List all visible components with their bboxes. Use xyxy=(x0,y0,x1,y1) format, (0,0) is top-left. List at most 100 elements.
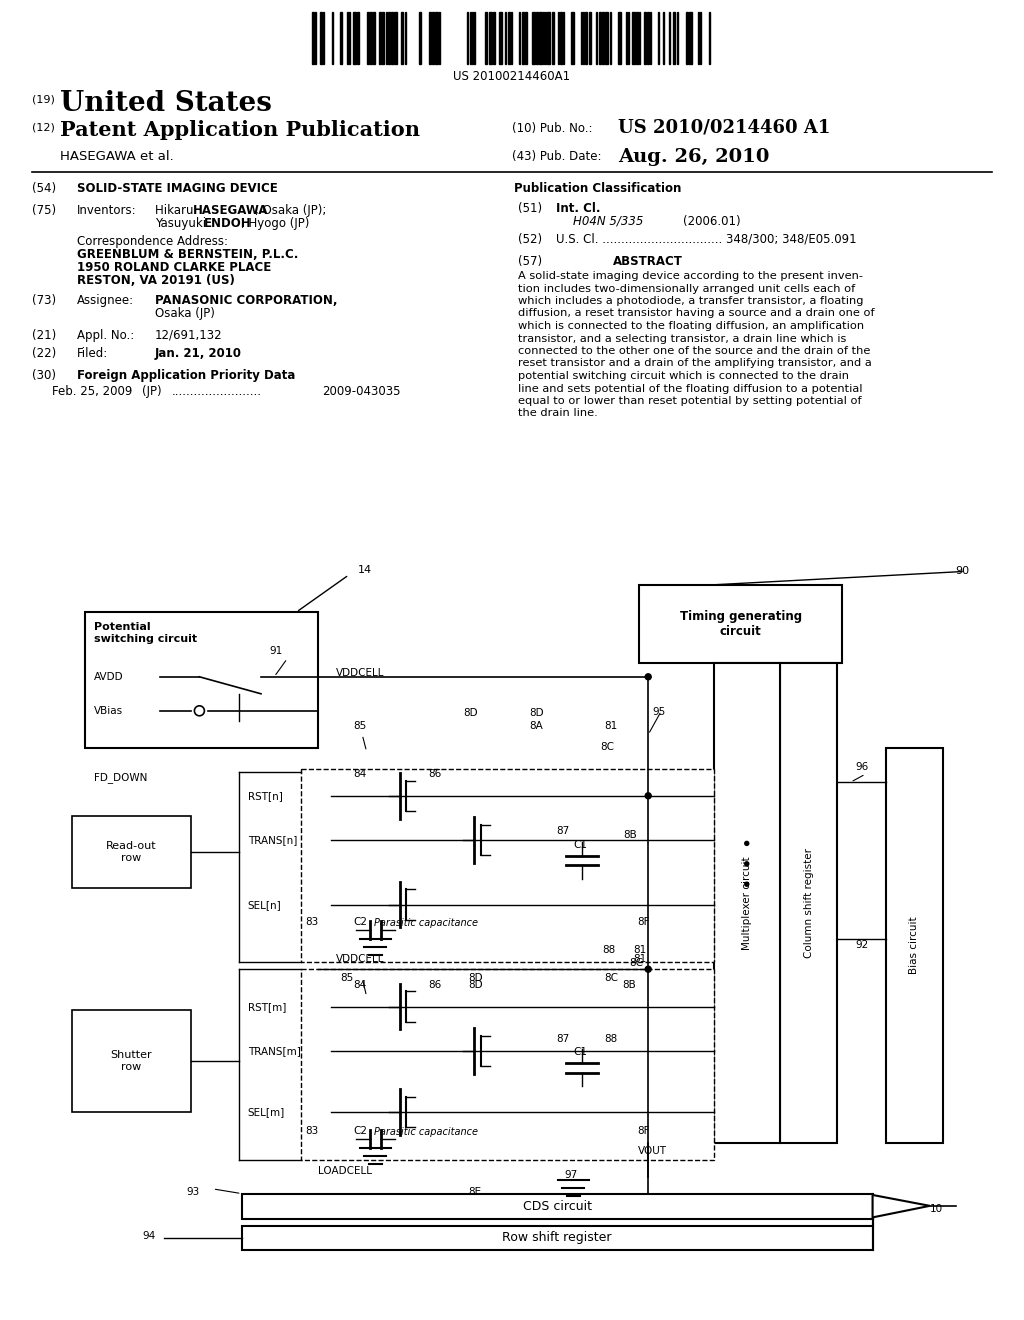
Bar xyxy=(85,612,318,748)
Text: 81: 81 xyxy=(633,945,646,956)
Text: Jan. 21, 2010: Jan. 21, 2010 xyxy=(155,347,242,360)
Text: 1950 ROLAND CLARKE PLACE: 1950 ROLAND CLARKE PLACE xyxy=(77,261,271,275)
Text: AVDD: AVDD xyxy=(94,672,124,682)
Text: the drain line.: the drain line. xyxy=(518,408,598,418)
Text: Filed:: Filed: xyxy=(77,347,109,360)
Text: Row shift register: Row shift register xyxy=(503,1232,612,1245)
Text: 85: 85 xyxy=(353,721,367,731)
Text: ENDOH: ENDOH xyxy=(204,216,252,230)
Text: VBias: VBias xyxy=(94,706,123,715)
Text: (10) Pub. No.:: (10) Pub. No.: xyxy=(512,121,593,135)
Bar xyxy=(485,12,487,63)
Text: equal to or lower than reset potential by setting potential of: equal to or lower than reset potential b… xyxy=(518,396,861,407)
Text: 84: 84 xyxy=(353,979,367,990)
Text: , Osaka (JP);: , Osaka (JP); xyxy=(255,205,327,216)
Circle shape xyxy=(744,882,749,886)
Bar xyxy=(602,12,604,63)
Bar xyxy=(242,1225,872,1250)
Text: FD_DOWN: FD_DOWN xyxy=(94,772,147,783)
Text: 8D: 8D xyxy=(468,973,482,982)
Text: 92: 92 xyxy=(855,940,868,950)
Bar xyxy=(382,12,384,63)
Text: 8B: 8B xyxy=(622,979,636,990)
Text: Multiplexer circuit: Multiplexer circuit xyxy=(742,857,753,949)
Text: SEL[n]: SEL[n] xyxy=(248,900,282,909)
Text: (43) Pub. Date:: (43) Pub. Date: xyxy=(512,150,601,162)
Bar xyxy=(419,12,421,63)
Text: Patent Application Publication: Patent Application Publication xyxy=(60,120,420,140)
Text: 97: 97 xyxy=(564,1170,578,1180)
Text: 14: 14 xyxy=(357,565,372,576)
Text: 8C: 8C xyxy=(629,957,643,968)
Text: ABSTRACT: ABSTRACT xyxy=(613,255,683,268)
Bar xyxy=(618,12,621,63)
Bar xyxy=(435,12,438,63)
Text: (54): (54) xyxy=(32,182,56,195)
Text: (51): (51) xyxy=(518,202,542,215)
Bar xyxy=(552,12,554,63)
Text: H04N 5/335: H04N 5/335 xyxy=(573,215,643,228)
Text: 90: 90 xyxy=(955,566,970,577)
Text: 84: 84 xyxy=(353,768,367,779)
Text: (12): (12) xyxy=(32,121,55,132)
Bar xyxy=(647,12,649,63)
Bar xyxy=(780,663,838,1143)
Text: PANASONIC CORPORATION,: PANASONIC CORPORATION, xyxy=(155,294,338,308)
Text: 81: 81 xyxy=(633,954,646,965)
Text: (21): (21) xyxy=(32,329,56,342)
Text: (JP): (JP) xyxy=(142,385,162,399)
Bar xyxy=(499,12,502,63)
Bar xyxy=(522,12,524,63)
Text: Appl. No.:: Appl. No.: xyxy=(77,329,134,342)
Text: Column shift register: Column shift register xyxy=(804,847,814,958)
Text: (22): (22) xyxy=(32,347,56,360)
Bar xyxy=(353,12,356,63)
Circle shape xyxy=(744,841,749,845)
Text: A solid-state imaging device according to the present inven-: A solid-state imaging device according t… xyxy=(518,271,863,281)
Text: 8D: 8D xyxy=(468,979,482,990)
Text: U.S. Cl. ................................ 348/300; 348/E05.091: U.S. Cl. ...............................… xyxy=(556,234,857,246)
Text: potential switching circuit which is connected to the drain: potential switching circuit which is con… xyxy=(518,371,849,381)
Text: reset transistor and a drain of the amplifying transistor, and a: reset transistor and a drain of the ampl… xyxy=(518,359,871,368)
Bar xyxy=(605,12,608,63)
Text: line and sets potential of the floating diffusion to a potential: line and sets potential of the floating … xyxy=(518,384,862,393)
Text: 12/691,132: 12/691,132 xyxy=(155,329,222,342)
Text: Shutter
row: Shutter row xyxy=(111,1051,152,1072)
Bar xyxy=(394,12,397,63)
Text: transistor, and a selecting transistor, a drain line which is: transistor, and a selecting transistor, … xyxy=(518,334,847,343)
Text: 96: 96 xyxy=(855,762,868,772)
Bar xyxy=(639,585,842,663)
Text: C2: C2 xyxy=(353,917,368,927)
Bar xyxy=(72,816,190,887)
Text: 86: 86 xyxy=(428,979,441,990)
Bar xyxy=(673,12,675,63)
Bar xyxy=(312,12,314,63)
Text: Aug. 26, 2010: Aug. 26, 2010 xyxy=(618,148,769,166)
Text: which is connected to the floating diffusion, an amplification: which is connected to the floating diffu… xyxy=(518,321,864,331)
Text: HASEGAWA: HASEGAWA xyxy=(193,205,268,216)
Text: Inventors:: Inventors: xyxy=(77,205,136,216)
Bar xyxy=(585,12,587,63)
Bar xyxy=(72,1010,190,1111)
Text: (57): (57) xyxy=(518,255,542,268)
Text: Foreign Application Priority Data: Foreign Application Priority Data xyxy=(77,370,295,381)
Text: Parasitic capacitance: Parasitic capacitance xyxy=(374,1127,477,1137)
Bar xyxy=(589,12,591,63)
Bar xyxy=(686,12,688,63)
Bar xyxy=(689,12,692,63)
Text: Osaka (JP): Osaka (JP) xyxy=(155,308,215,319)
Text: diffusion, a reset transistor having a source and a drain one of: diffusion, a reset transistor having a s… xyxy=(518,309,874,318)
Text: C2: C2 xyxy=(353,1126,368,1135)
Bar xyxy=(525,12,527,63)
Text: RST[n]: RST[n] xyxy=(248,791,283,801)
Bar xyxy=(401,12,403,63)
Text: 83: 83 xyxy=(305,917,318,927)
Text: 86: 86 xyxy=(428,768,441,779)
Text: Feb. 25, 2009: Feb. 25, 2009 xyxy=(52,385,132,399)
Text: Assignee:: Assignee: xyxy=(77,294,134,308)
Text: 88: 88 xyxy=(604,1034,617,1044)
Text: TRANS[m]: TRANS[m] xyxy=(248,1045,301,1056)
Circle shape xyxy=(645,966,651,973)
Bar xyxy=(301,768,714,962)
Text: Publication Classification: Publication Classification xyxy=(514,182,682,195)
